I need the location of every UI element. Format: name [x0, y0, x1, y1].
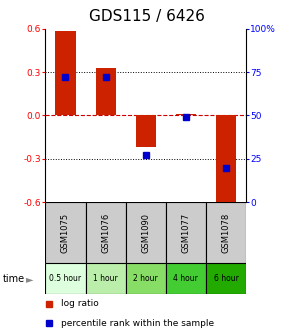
- Bar: [166, 202, 206, 263]
- Text: ►: ►: [26, 274, 34, 284]
- Bar: [86, 202, 126, 263]
- Text: 2 hour: 2 hour: [133, 274, 158, 283]
- Text: GSM1078: GSM1078: [222, 213, 231, 253]
- Bar: [206, 202, 246, 263]
- Bar: [55, 32, 76, 116]
- Text: GSM1076: GSM1076: [101, 213, 110, 253]
- Text: GSM1077: GSM1077: [181, 213, 190, 253]
- Bar: [45, 263, 86, 294]
- Bar: [176, 114, 196, 116]
- Bar: [166, 263, 206, 294]
- Text: 0.5 hour: 0.5 hour: [50, 274, 81, 283]
- Text: 4 hour: 4 hour: [173, 274, 198, 283]
- Text: log ratio: log ratio: [62, 299, 99, 308]
- Text: percentile rank within the sample: percentile rank within the sample: [62, 319, 214, 328]
- Bar: [96, 68, 116, 116]
- Bar: [126, 202, 166, 263]
- Bar: [206, 263, 246, 294]
- Text: 1 hour: 1 hour: [93, 274, 118, 283]
- Bar: [126, 263, 166, 294]
- Text: time: time: [3, 274, 25, 284]
- Text: 6 hour: 6 hour: [214, 274, 239, 283]
- Bar: [45, 202, 86, 263]
- Bar: [216, 116, 236, 210]
- Text: GSM1090: GSM1090: [141, 213, 150, 253]
- Bar: [86, 263, 126, 294]
- Text: GSM1075: GSM1075: [61, 213, 70, 253]
- Bar: [136, 116, 156, 147]
- Text: GDS115 / 6426: GDS115 / 6426: [88, 9, 205, 25]
